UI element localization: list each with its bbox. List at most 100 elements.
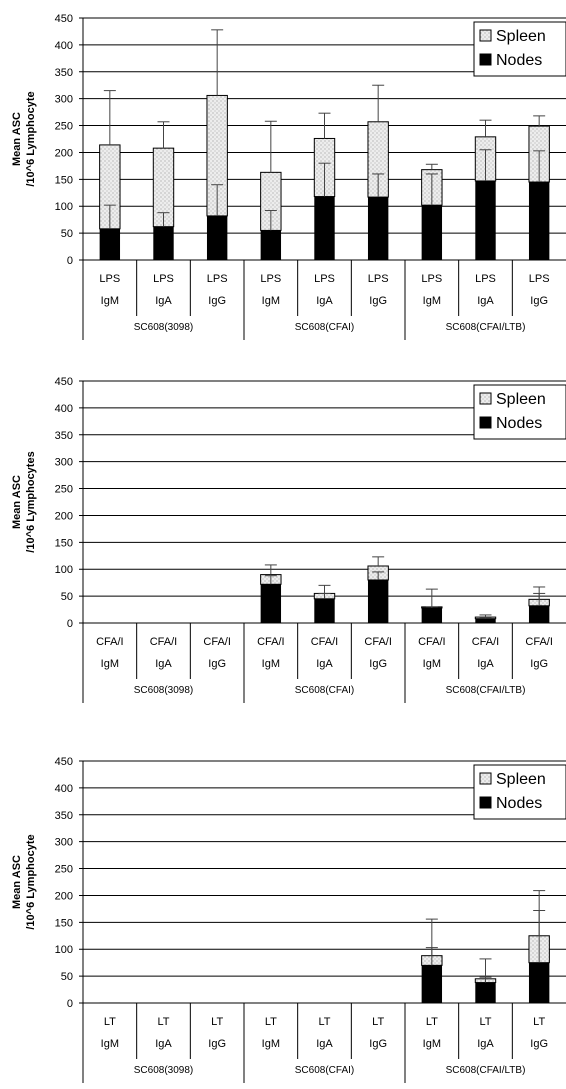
x-tick-label: LT [318, 1016, 330, 1028]
bar-nodes [260, 584, 282, 623]
x-tick-label: IgA [155, 658, 172, 670]
x-tick-label: IgG [208, 1038, 226, 1050]
legend-label-spleen: Spleen [496, 391, 546, 408]
y-tick-label: 50 [61, 228, 73, 240]
y-tick-label: 350 [55, 430, 73, 442]
y-tick-label: 400 [55, 403, 73, 415]
x-tick-label: LT [533, 1016, 545, 1028]
y-tick-label: 250 [55, 864, 73, 876]
legend-swatch-nodes [479, 416, 492, 429]
legend-label-spleen: Spleen [496, 28, 546, 45]
x-tick-label: IgM [101, 295, 119, 307]
legend-swatch-nodes [479, 796, 492, 809]
x-tick-label: LPS [421, 273, 442, 285]
x-tick-label: LT [265, 1016, 277, 1028]
y-tick-label: 300 [55, 837, 73, 849]
y-tick-label: 350 [55, 810, 73, 822]
x-tick-label: IgM [423, 295, 441, 307]
x-tick-label: IgG [530, 1038, 548, 1050]
x-group-label: SC608(3098) [134, 1065, 193, 1076]
chart-3: 0 50 100 150 200 250 300 350 400 450 Mean ASC/10^6… [11, 756, 566, 1083]
x-tick-label: IgG [208, 658, 226, 670]
legend-swatch-nodes [479, 53, 492, 66]
y-tick-label: 50 [61, 591, 73, 603]
x-tick-label: IgG [530, 295, 548, 307]
x-tick-label: IgA [477, 1038, 494, 1050]
bar-nodes [314, 196, 335, 260]
y-tick-label: 400 [55, 783, 73, 795]
bar-nodes [421, 965, 443, 1003]
y-axis-label: /10^6 Lymphocytes [25, 451, 37, 552]
chart-2: 0 50 100 150 200 250 300 350 400 450 Mean ASC/10^6… [11, 376, 566, 703]
x-tick-label: LT [479, 1016, 491, 1028]
y-tick-label: 300 [55, 94, 73, 106]
legend-label-nodes: Nodes [496, 795, 542, 812]
bar-nodes [528, 182, 550, 260]
x-group-label: SC608(3098) [134, 322, 193, 333]
y-tick-label: 100 [55, 944, 73, 956]
bar-nodes [528, 962, 550, 1003]
x-tick-label: IgM [262, 658, 280, 670]
y-tick-label: 200 [55, 147, 73, 159]
legend-swatch-spleen [479, 772, 492, 785]
y-tick-label: 0 [67, 998, 73, 1010]
y-tick-label: 200 [55, 890, 73, 902]
x-tick-label: LPS [260, 273, 281, 285]
x-group-label: SC608(CFAI/LTB) [446, 322, 526, 333]
bar-nodes [367, 579, 389, 623]
bar-nodes [475, 618, 496, 623]
x-tick-label: LT [157, 1016, 169, 1028]
x-tick-label: IgM [423, 1038, 441, 1050]
x-tick-label: IgM [101, 658, 119, 670]
bar-nodes [99, 1002, 121, 1003]
x-tick-label: LT [372, 1016, 384, 1028]
y-tick-label: 400 [55, 40, 73, 52]
x-tick-label: IgG [369, 1038, 387, 1050]
x-group-label: SC608(CFAI/LTB) [446, 685, 526, 696]
y-axis-label: /10^6 Lymphocyte [25, 834, 37, 929]
y-tick-label: 250 [55, 484, 73, 496]
x-tick-label: LPS [207, 273, 228, 285]
bar-nodes [314, 598, 335, 623]
legend-swatch-spleen [479, 392, 492, 405]
x-tick-label: CFA/I [418, 636, 446, 648]
x-tick-label: IgG [369, 295, 387, 307]
y-tick-label: 350 [55, 67, 73, 79]
x-tick-label: IgA [477, 295, 494, 307]
x-group-label: SC608(CFAI) [295, 322, 354, 333]
x-tick-label: LPS [529, 273, 550, 285]
bar-nodes [421, 205, 443, 260]
x-tick-label: LPS [475, 273, 496, 285]
bar-nodes [475, 180, 496, 260]
x-tick-label: CFA/I [96, 636, 124, 648]
bar-nodes [475, 982, 496, 1003]
y-tick-label: 200 [55, 510, 73, 522]
x-tick-label: LPS [368, 273, 389, 285]
x-tick-label: CFA/I [525, 636, 553, 648]
legend-label-nodes: Nodes [496, 52, 542, 69]
x-group-label: SC608(CFAI) [295, 1065, 354, 1076]
legend-label-nodes: Nodes [496, 415, 542, 432]
x-tick-label: CFA/I [472, 636, 500, 648]
y-tick-label: 450 [55, 13, 73, 25]
legend-swatch-spleen [479, 29, 492, 42]
y-tick-label: 150 [55, 537, 73, 549]
y-axis-label: Mean ASC [11, 475, 23, 529]
bar-nodes [99, 228, 121, 260]
x-tick-label: LT [104, 1016, 116, 1028]
x-tick-label: IgG [369, 658, 387, 670]
y-tick-label: 250 [55, 121, 73, 133]
x-tick-label: IgA [316, 1038, 333, 1050]
y-tick-label: 50 [61, 971, 73, 983]
bar-nodes [421, 607, 443, 623]
y-tick-label: 150 [55, 174, 73, 186]
x-tick-label: IgA [316, 658, 333, 670]
y-tick-label: 150 [55, 917, 73, 929]
x-tick-label: CFA/I [203, 636, 231, 648]
x-tick-label: IgM [262, 295, 280, 307]
x-tick-label: CFA/I [364, 636, 392, 648]
y-axis-label: Mean ASC [11, 112, 23, 166]
x-group-label: SC608(CFAI) [295, 685, 354, 696]
